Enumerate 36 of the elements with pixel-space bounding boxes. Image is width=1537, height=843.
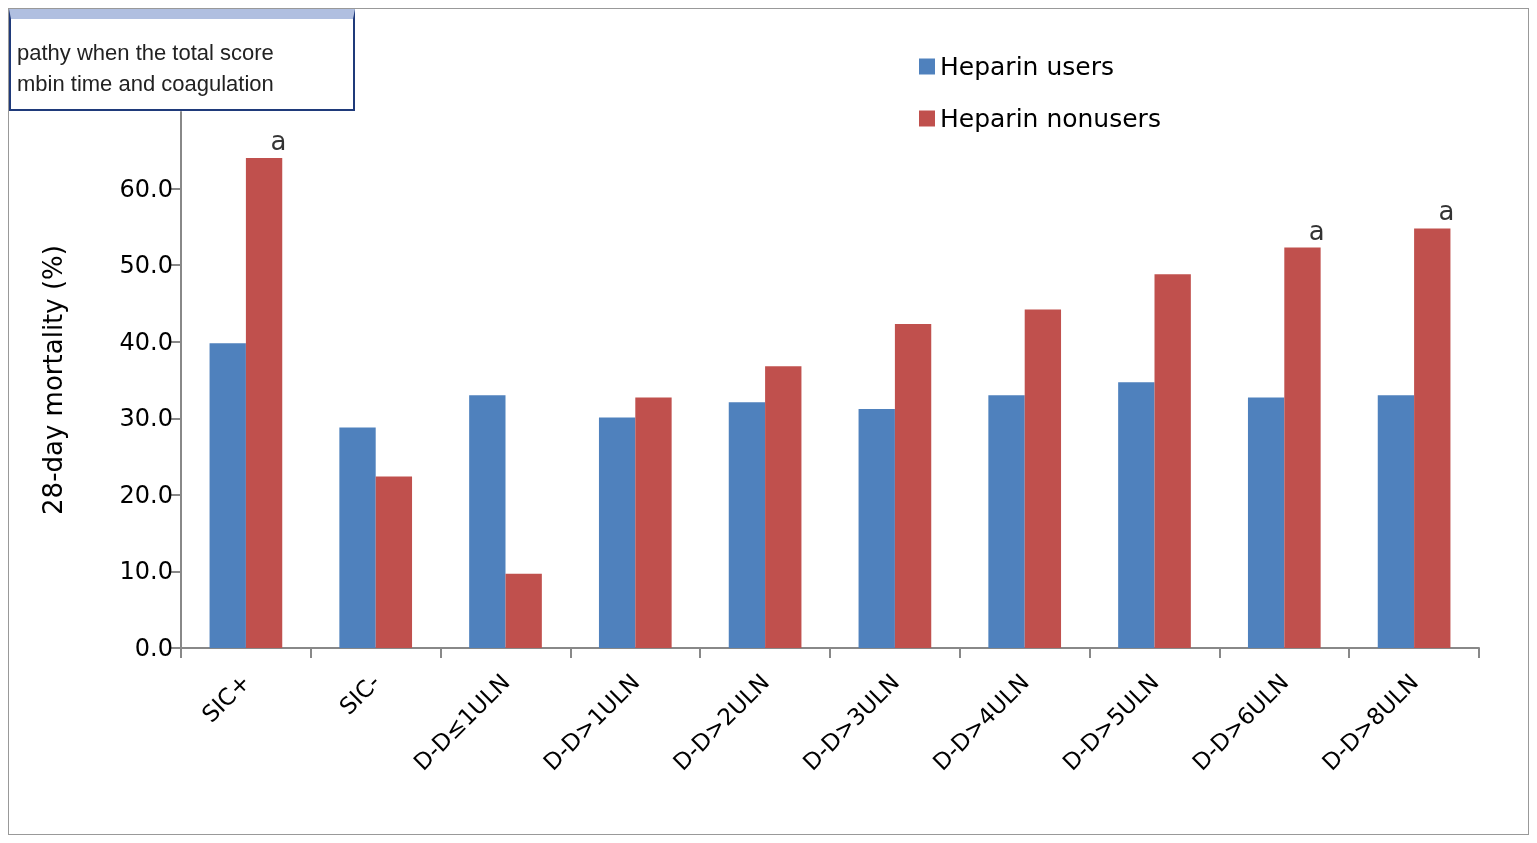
- bar: [858, 409, 895, 648]
- y-tick-label: 0.0: [134, 634, 173, 662]
- text: mbin time and coagulation: [17, 70, 275, 98]
- y-tick-label: 40.0: [119, 327, 173, 356]
- y-axis-title: 28-day mortality (%): [38, 245, 68, 515]
- annotation: a: [1308, 215, 1325, 246]
- bar: [1284, 247, 1321, 648]
- annotation: a: [1438, 196, 1455, 227]
- bar: [339, 427, 376, 648]
- bar: [728, 402, 766, 648]
- y-tick-label: 20.0: [119, 480, 173, 509]
- bar: [245, 157, 283, 648]
- bar: [765, 366, 802, 648]
- y-tick-label: 10.0: [119, 557, 173, 586]
- legend-label: Heparin users: [940, 52, 1114, 81]
- bar: [1247, 397, 1285, 648]
- y-tick-label: 60.0: [119, 174, 173, 203]
- bar: [988, 395, 1025, 648]
- bar: [1024, 309, 1062, 648]
- bar: [635, 397, 672, 648]
- bar: [598, 417, 636, 648]
- bar: [1154, 274, 1191, 648]
- bar: [505, 573, 542, 648]
- y-tick-label: 50.0: [119, 251, 173, 280]
- bar: [894, 324, 932, 648]
- annotation: a: [270, 125, 287, 156]
- bar: [375, 476, 413, 648]
- bar: [469, 395, 506, 648]
- bar: [1118, 382, 1155, 648]
- x-tick-label: SIC-: [334, 668, 385, 720]
- text: pathy when the total score: [17, 39, 275, 67]
- bar: [209, 343, 246, 648]
- bar: [1414, 228, 1451, 648]
- bar: [1377, 395, 1415, 648]
- legend-label: Heparin nonusers: [940, 104, 1161, 133]
- y-tick-label: 30.0: [119, 404, 173, 433]
